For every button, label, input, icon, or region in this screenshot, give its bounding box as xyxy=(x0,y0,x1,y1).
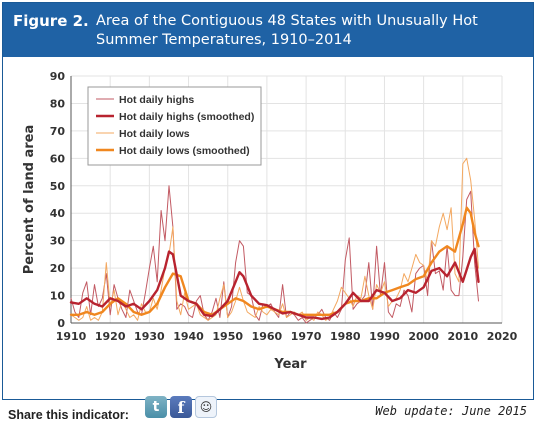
figure-header: Figure 2. Area of the Contiguous 48 Stat… xyxy=(3,3,533,57)
x-tick-label: 1960 xyxy=(252,330,283,343)
y-tick-label: 30 xyxy=(50,235,66,248)
legend-label: Hot daily lows xyxy=(119,128,190,140)
legend-label: Hot daily highs xyxy=(119,94,194,106)
series-line-hot-daily-lows-smoothed xyxy=(69,206,480,316)
figure-title: Area of the Contiguous 48 States with Un… xyxy=(96,13,478,48)
y-tick-label: 80 xyxy=(50,97,66,110)
x-tick-label: 1970 xyxy=(291,330,322,343)
share-icons: t f ☺ xyxy=(145,396,217,418)
x-tick-label: 2010 xyxy=(448,330,479,343)
x-tick-label: 2020 xyxy=(487,330,518,343)
twitter-icon[interactable]: t xyxy=(145,396,167,418)
y-tick-label: 10 xyxy=(50,290,66,303)
series-line-hot-daily-highs-smoothed xyxy=(69,247,480,321)
x-tick-label: 1980 xyxy=(330,330,361,343)
x-tick-label: 1940 xyxy=(173,330,204,343)
x-axis-label: Year xyxy=(273,357,307,372)
legend-label: Hot daily lows (smoothed) xyxy=(119,145,250,157)
x-tick-label: 1990 xyxy=(369,330,400,343)
y-axis-label: Percent of land area xyxy=(22,125,37,274)
x-tick-label: 1920 xyxy=(95,330,126,343)
legend-box xyxy=(87,86,262,166)
y-tick-label: 0 xyxy=(57,317,65,330)
x-tick-label: 1950 xyxy=(212,330,243,343)
web-update-note: Web update: June 2015 xyxy=(375,404,527,418)
y-tick-label: 20 xyxy=(50,262,66,275)
x-tick-label: 1930 xyxy=(134,330,165,343)
facebook-icon[interactable]: f xyxy=(170,396,192,418)
x-tick-label: 2000 xyxy=(408,330,439,343)
y-tick-label: 50 xyxy=(50,180,66,193)
y-tick-label: 90 xyxy=(50,70,66,83)
x-tick-label: 1910 xyxy=(56,330,87,343)
figure-label: Figure 2. xyxy=(13,12,89,30)
legend-label: Hot daily highs (smoothed) xyxy=(119,111,254,123)
y-tick-label: 40 xyxy=(50,207,66,220)
y-tick-label: 70 xyxy=(50,125,66,138)
y-tick-label: 60 xyxy=(50,152,66,165)
share-label: Share this indicator: xyxy=(8,408,129,422)
reddit-icon[interactable]: ☺ xyxy=(195,396,217,418)
